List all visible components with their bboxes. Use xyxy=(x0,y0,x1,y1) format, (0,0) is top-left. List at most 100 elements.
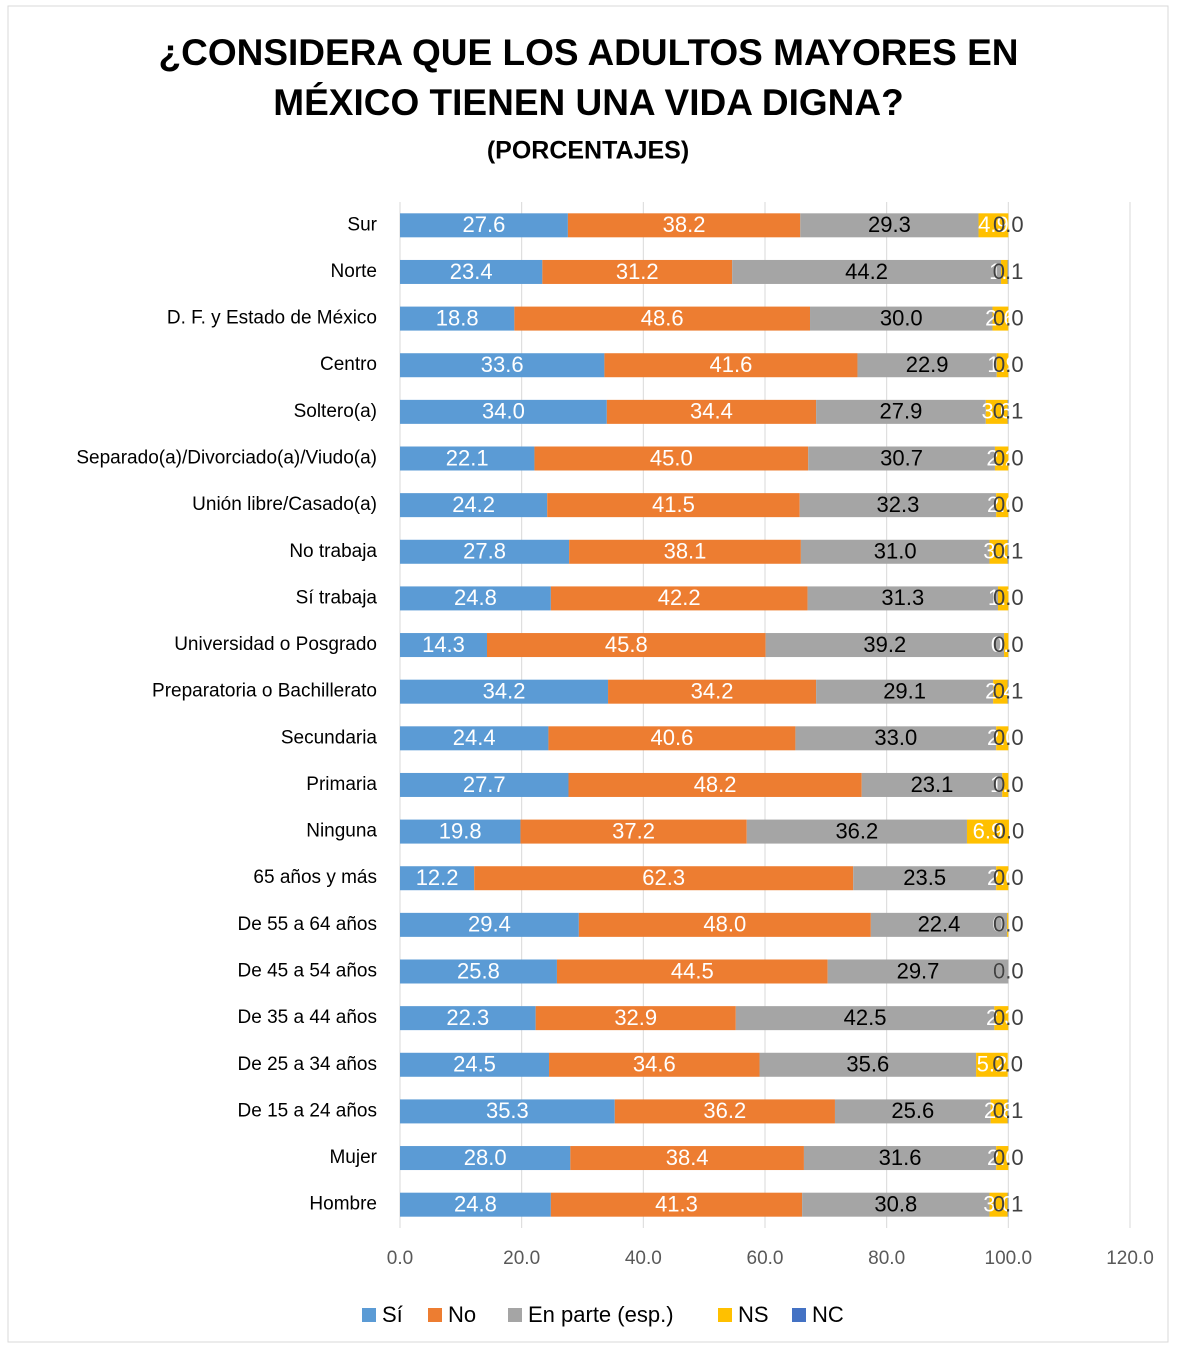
data-label: 36.2 xyxy=(703,1098,746,1123)
data-label: 0.0 xyxy=(993,585,1024,610)
bar-segment xyxy=(1007,912,1009,937)
bar-segment xyxy=(400,586,551,611)
data-label: 0.0 xyxy=(993,725,1024,750)
data-label: 32.9 xyxy=(614,1005,657,1030)
data-label: 19.8 xyxy=(439,818,482,843)
y-tick-label: 65 años y más xyxy=(253,867,377,888)
data-label: 35.3 xyxy=(486,1098,529,1123)
bar-segment xyxy=(400,213,568,238)
bar-segment xyxy=(799,493,997,518)
data-label: 25.8 xyxy=(457,958,500,983)
y-tick-label: De 35 a 44 años xyxy=(238,1007,377,1028)
bar-segment xyxy=(759,1052,977,1077)
data-label: 38.1 xyxy=(664,539,707,564)
data-label: 12.2 xyxy=(416,865,459,890)
data-label: 2.8 xyxy=(984,1098,1015,1123)
data-label: 2.4 xyxy=(985,678,1016,703)
data-label: 48.2 xyxy=(694,772,737,797)
data-label: 45.0 xyxy=(650,445,693,470)
y-tick-label: Unión libre/Casado(a) xyxy=(192,494,377,515)
bar-segment xyxy=(861,772,1003,797)
data-label: 2.6 xyxy=(985,305,1016,330)
bar-segment xyxy=(853,866,997,891)
data-label: 37.2 xyxy=(612,818,655,843)
data-label: 0.0 xyxy=(993,632,1024,657)
bar-segment xyxy=(990,1099,1008,1124)
data-label: 5.2 xyxy=(977,1052,1008,1077)
y-tick-label: De 25 a 34 años xyxy=(238,1054,377,1075)
bar-segment xyxy=(746,819,967,844)
bar-segment xyxy=(604,353,858,378)
data-label: 30.0 xyxy=(880,305,923,330)
data-label: 2.0 xyxy=(987,725,1018,750)
bar-segment xyxy=(816,399,986,424)
data-label: 2.3 xyxy=(986,1005,1017,1030)
data-label: 34.6 xyxy=(633,1052,676,1077)
data-label: 0.1 xyxy=(993,1191,1024,1216)
x-tick-label: 120.0 xyxy=(1106,1248,1154,1269)
bar-segment xyxy=(1002,772,1009,797)
bar-segment xyxy=(568,772,862,797)
bar-segment xyxy=(400,819,521,844)
y-tick-label: Primaria xyxy=(306,774,377,795)
data-label: 42.5 xyxy=(844,1005,887,1030)
data-label: 0.0 xyxy=(993,352,1024,377)
data-label: 2.0 xyxy=(987,1145,1018,1170)
data-label: 24.8 xyxy=(454,585,497,610)
data-label: 0.0 xyxy=(993,865,1024,890)
data-label: 0.0 xyxy=(993,912,1024,937)
bar-segment xyxy=(978,213,1009,238)
data-label: 34.2 xyxy=(691,678,734,703)
x-tick-label: 40.0 xyxy=(625,1248,662,1269)
data-label: 3.0 xyxy=(983,539,1014,564)
bar-segment xyxy=(996,726,1009,751)
data-label: 29.1 xyxy=(883,678,926,703)
bar-segment xyxy=(765,633,1005,658)
bar-segment xyxy=(976,1052,1008,1077)
data-label: 31.0 xyxy=(874,539,917,564)
data-label: 6.9 xyxy=(973,818,1004,843)
data-label: 0.1 xyxy=(993,399,1024,424)
data-label: 25.6 xyxy=(891,1098,934,1123)
data-label: 41.3 xyxy=(655,1191,698,1216)
data-label: 0.0 xyxy=(994,818,1025,843)
data-label: 45.8 xyxy=(605,632,648,657)
data-label: 3.6 xyxy=(981,399,1012,424)
x-tick-label: 20.0 xyxy=(503,1248,540,1269)
x-tick-label: 60.0 xyxy=(747,1248,784,1269)
data-label: 33.6 xyxy=(481,352,524,377)
bar-segment xyxy=(400,772,569,797)
data-label: 0.1 xyxy=(993,539,1024,564)
y-tick-label: Universidad o Posgrado xyxy=(174,634,377,655)
legend-label: No xyxy=(448,1302,476,1327)
bar-segment xyxy=(474,866,854,891)
bar-segment xyxy=(1004,633,1009,658)
legend-swatch xyxy=(362,1308,376,1322)
data-label: 48.0 xyxy=(703,912,746,937)
bar-segment xyxy=(810,306,993,331)
data-label: 34.0 xyxy=(482,399,525,424)
legend-swatch xyxy=(508,1308,522,1322)
data-label: 0.0 xyxy=(993,772,1024,797)
bar-segment xyxy=(550,586,808,611)
bar-segment xyxy=(614,1099,835,1124)
y-tick-label: De 55 a 64 años xyxy=(238,914,377,935)
bar-segment xyxy=(1007,259,1009,284)
bar-segment xyxy=(569,539,801,564)
bar-segment xyxy=(994,1006,1009,1031)
bar-segment xyxy=(807,586,998,611)
bar-segment xyxy=(400,633,487,658)
bar-segment xyxy=(827,959,1009,984)
bar-segment xyxy=(400,1146,571,1171)
bar-segment xyxy=(800,213,979,238)
data-label: 22.4 xyxy=(918,912,961,937)
data-label: 39.2 xyxy=(863,632,906,657)
bar-segment xyxy=(857,353,997,378)
data-label: 0.0 xyxy=(992,1052,1023,1077)
data-label: 1.9 xyxy=(987,352,1018,377)
y-tick-label: Mujer xyxy=(329,1147,377,1168)
legend-swatch xyxy=(792,1308,806,1322)
data-label: 29.3 xyxy=(868,212,911,237)
data-label: 23.1 xyxy=(911,772,954,797)
y-tick-label: Hombre xyxy=(309,1194,377,1215)
